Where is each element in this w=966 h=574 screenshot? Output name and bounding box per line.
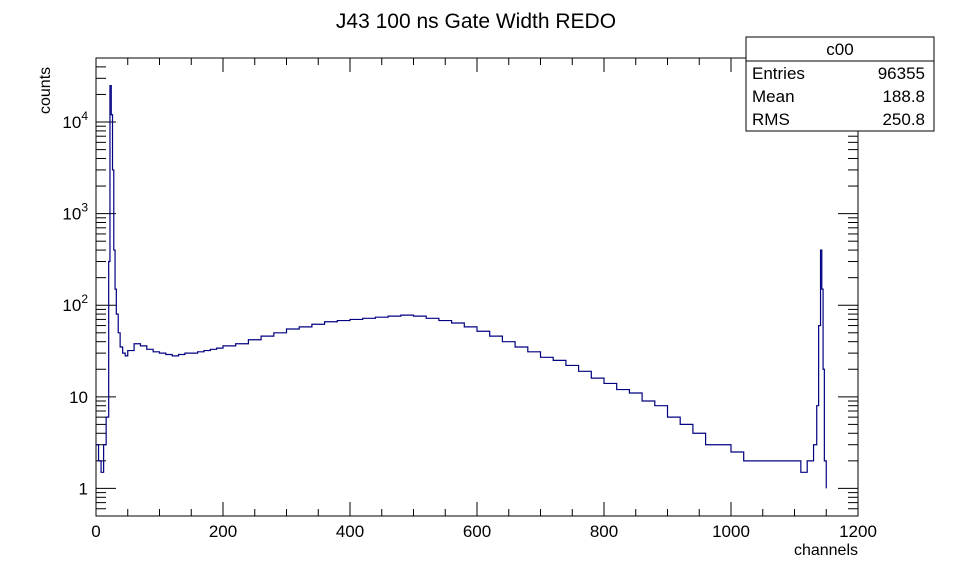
- y-tick-label: 104: [62, 109, 88, 132]
- y-axis-ticks: 1 10 102 103 104: [62, 57, 858, 517]
- y-tick-label: 102: [62, 292, 88, 315]
- x-tick-label: 0: [91, 522, 100, 541]
- x-tick-label: 800: [590, 522, 618, 541]
- chart-title: J43 100 ns Gate Width REDO: [336, 10, 616, 33]
- x-tick-label: 1200: [839, 522, 877, 541]
- x-tick-label: 400: [336, 522, 364, 541]
- stats-box-frame: [745, 36, 935, 132]
- y-tick-label: 103: [62, 201, 88, 224]
- x-tick-label: 1000: [712, 522, 750, 541]
- y-tick-label: 10: [69, 388, 88, 407]
- data-series-line: [96, 84, 827, 489]
- stats-entries-value: 96355: [878, 64, 925, 83]
- stats-box: c00 Entries 96355 Mean 188.8 RMS 250.8: [745, 36, 935, 132]
- x-axis-label: channels: [794, 542, 858, 559]
- plot-frame: [95, 57, 859, 517]
- x-axis-ticks: 0 200 400 600 800 1000 1200: [91, 58, 877, 541]
- stats-rms-label: RMS: [752, 110, 790, 129]
- stats-box-title: c00: [826, 40, 853, 59]
- stats-entries-label: Entries: [752, 64, 805, 83]
- stats-mean-value: 188.8: [882, 87, 925, 106]
- y-axis-label: counts: [37, 67, 54, 114]
- y-tick-label: 1: [79, 479, 88, 498]
- x-tick-label: 600: [463, 522, 491, 541]
- stats-rms-value: 250.8: [882, 110, 925, 129]
- stats-mean-label: Mean: [752, 87, 795, 106]
- x-tick-label: 200: [209, 522, 237, 541]
